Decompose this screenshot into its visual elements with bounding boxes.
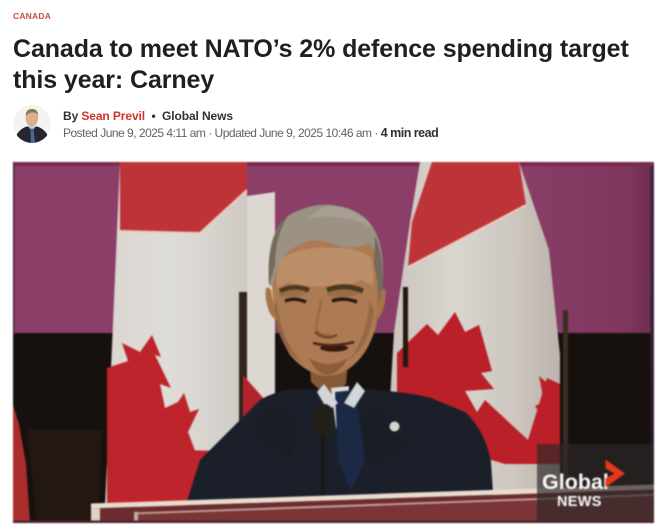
svg-text:NEWS: NEWS [557,494,602,510]
svg-text:Global: Global [542,470,609,494]
